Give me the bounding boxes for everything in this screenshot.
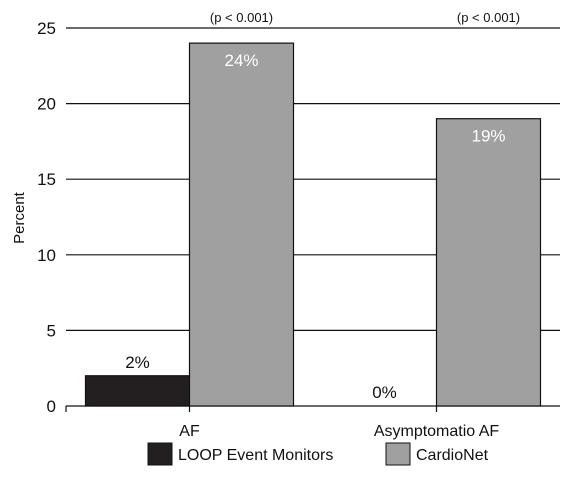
bar — [435, 118, 542, 407]
legend-label: CardioNet — [416, 447, 489, 464]
data-label: 0% — [372, 383, 397, 402]
legend-label: LOOP Event Monitors — [178, 447, 333, 464]
bars — [84, 42, 542, 407]
legend: LOOP Event Monitors CardioNet — [147, 442, 489, 466]
data-label: 24% — [224, 51, 258, 70]
y-tick-labels: 0 5 10 15 20 25 — [37, 19, 56, 416]
bar — [84, 375, 191, 407]
p-value-annotation: (p < 0.001) — [457, 10, 520, 25]
y-tick-label: 25 — [37, 19, 56, 38]
data-label: 19% — [471, 127, 505, 146]
y-tick-label: 10 — [37, 246, 56, 265]
x-category-label: Asymptomatio AF — [374, 423, 500, 440]
p-value-annotation: (p < 0.001) — [210, 10, 273, 25]
bar — [188, 42, 295, 407]
y-tick-label: 0 — [47, 397, 56, 416]
data-label: 2% — [125, 353, 150, 372]
legend-swatch — [147, 442, 173, 466]
y-tick-label: 20 — [37, 95, 56, 114]
y-axis-label: Percent — [11, 191, 28, 244]
legend-swatch — [385, 442, 411, 466]
p-value-annotations: (p < 0.001) (p < 0.001) — [210, 10, 520, 25]
y-tick-label: 5 — [47, 321, 56, 340]
data-labels: 2% 24% 0% 19% — [125, 51, 505, 402]
x-category-label: AF — [179, 423, 200, 440]
y-tick-label: 15 — [37, 170, 56, 189]
x-category-labels: AF Asymptomatio AF — [179, 423, 499, 440]
